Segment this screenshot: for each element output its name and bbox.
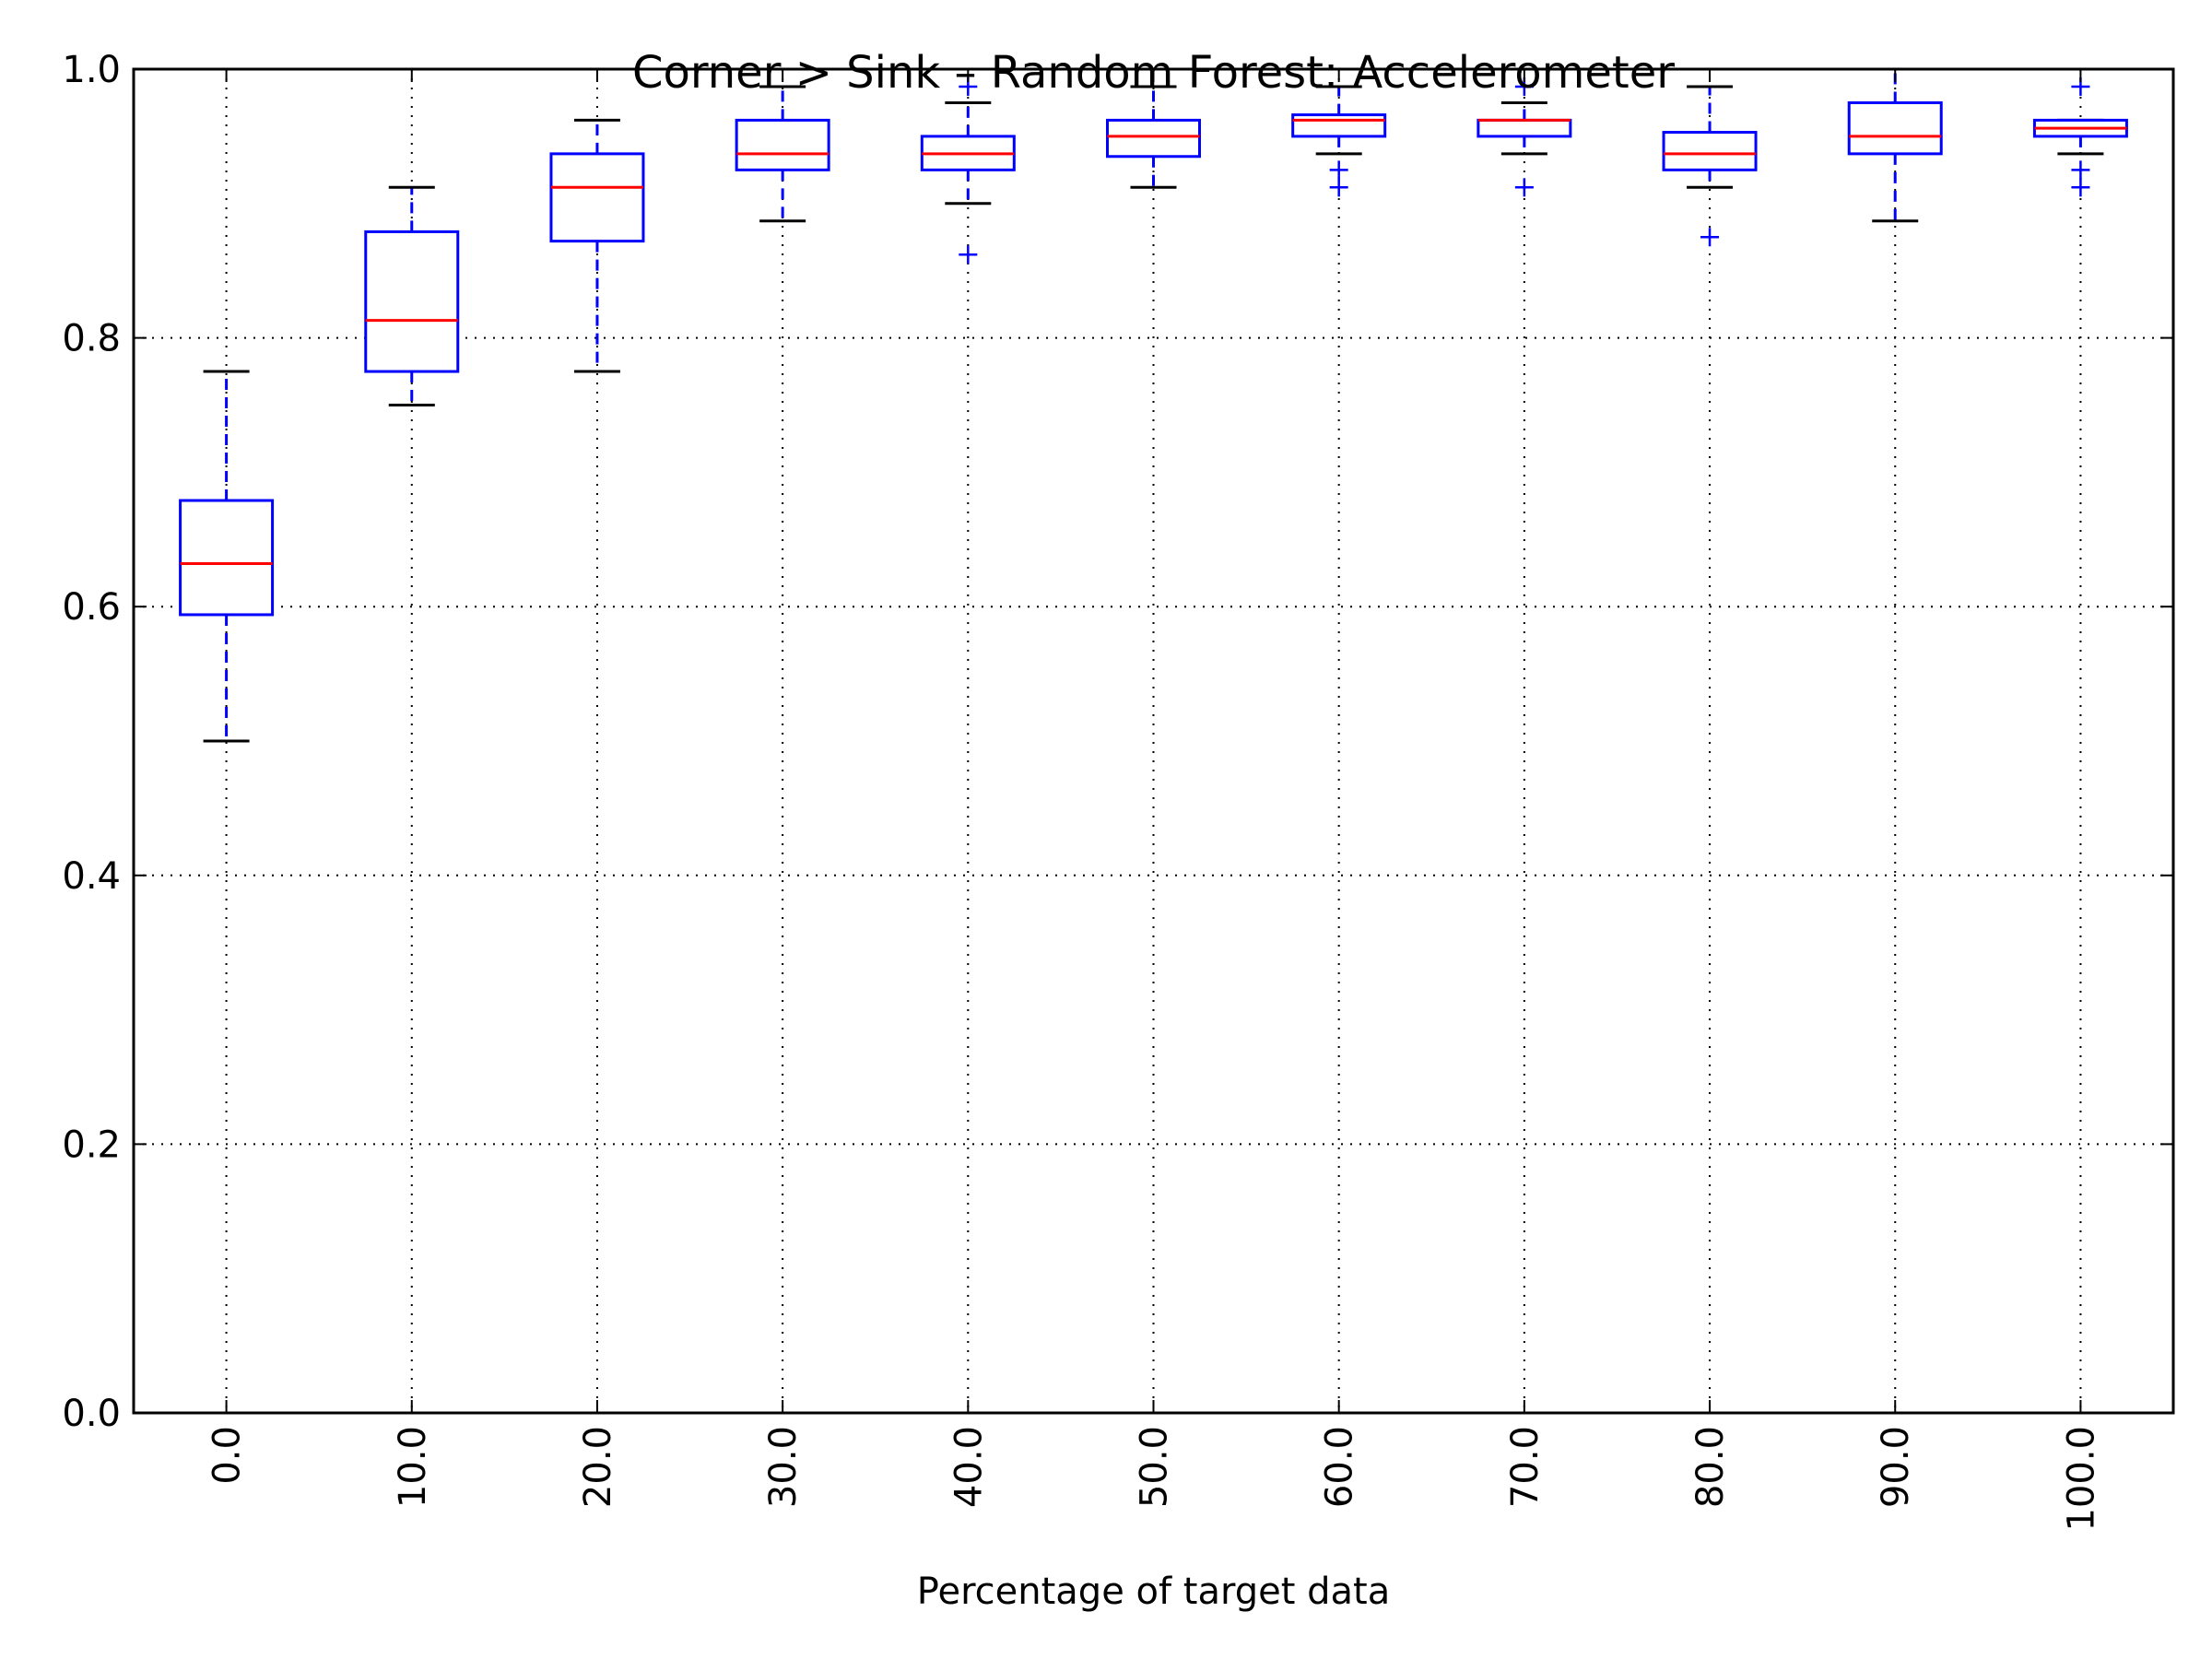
y-tick-label: 1.0 [62, 49, 121, 91]
iqr-box [735, 118, 830, 171]
box-group-40-0 [920, 76, 1016, 265]
iqr-box [1847, 100, 1943, 156]
y-tick-label: 0.8 [62, 318, 121, 360]
box-group-90-0 [1847, 67, 1943, 223]
y-tick-label: 0.0 [62, 1393, 121, 1435]
x-tick-label: 80.0 [1689, 1426, 1732, 1508]
x-tick-label: 70.0 [1504, 1426, 1547, 1508]
x-tick-label: 90.0 [1875, 1426, 1917, 1508]
outlier-marker [1700, 228, 1720, 247]
outlier-marker [1514, 178, 1534, 197]
iqr-box [1291, 113, 1387, 138]
y-tick-label: 0.4 [62, 855, 121, 898]
box-layer [179, 67, 2128, 743]
iqr-box [1106, 118, 1201, 159]
box-group-0-0 [179, 370, 275, 743]
x-tick-label: 0.0 [206, 1426, 249, 1485]
box-group-20-0 [549, 118, 645, 373]
outlier-marker [2071, 160, 2090, 180]
box-group-30-0 [735, 85, 830, 223]
y-tick-label: 0.6 [62, 586, 121, 629]
x-tick-label: 50.0 [1134, 1426, 1176, 1508]
outlier-marker [1329, 178, 1348, 197]
box-group-70-0 [1477, 76, 1572, 197]
x-axis-label: Percentage of target data [917, 1571, 1390, 1613]
x-tick-label: 10.0 [392, 1426, 434, 1508]
x-tick-label: 30.0 [762, 1426, 805, 1508]
tick-layer: 0.0 0.2 0.4 0.6 0.8 1.0 0.0 10.0 20.0 30.0 40.0 50.… [62, 49, 2173, 1532]
y-tick-label: 0.2 [62, 1124, 121, 1166]
box-group-100-0 [2032, 76, 2128, 197]
box-group-10-0 [364, 185, 460, 406]
iqr-box [1477, 118, 1572, 138]
outlier-marker [959, 245, 978, 265]
iqr-box [364, 229, 460, 373]
x-tick-label: 40.0 [947, 1426, 990, 1508]
box-group-80-0 [1662, 85, 1758, 247]
iqr-box [1662, 131, 1758, 171]
iqr-box [549, 152, 645, 243]
x-tick-label: 100.0 [2060, 1426, 2102, 1532]
iqr-box [179, 499, 275, 617]
x-tick-label: 20.0 [577, 1426, 619, 1508]
box-group-50-0 [1106, 85, 1201, 189]
chart-title: Corner > Sink – Random Forest: Accelerom… [632, 47, 1675, 99]
box-group-60-0 [1291, 85, 1387, 197]
outlier-marker [1329, 160, 1348, 180]
outlier-marker [2071, 178, 2090, 197]
x-tick-label: 60.0 [1319, 1426, 1361, 1508]
